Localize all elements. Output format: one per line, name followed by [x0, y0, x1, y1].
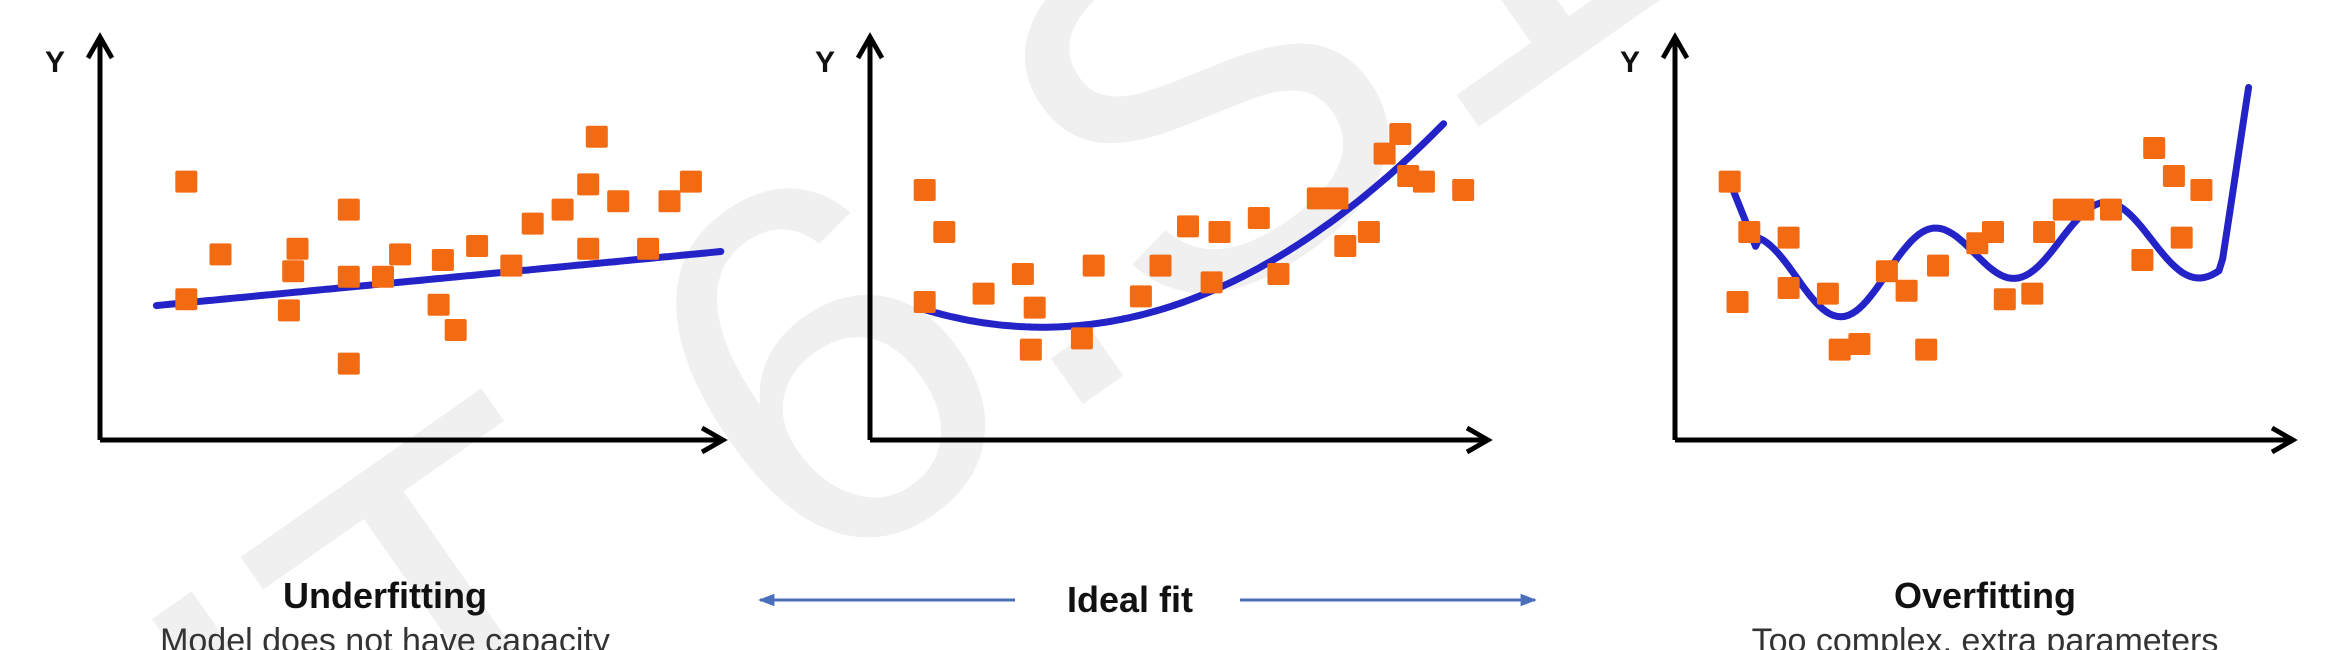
data-point	[1875, 260, 1898, 283]
data-point	[1982, 221, 2004, 243]
data-point	[427, 293, 450, 316]
data-point	[372, 265, 394, 288]
data-point	[2131, 249, 2154, 271]
data-point	[1200, 271, 1223, 294]
data-point	[277, 299, 300, 322]
data-point	[1357, 221, 1380, 243]
data-point	[1334, 235, 1357, 257]
data-point	[913, 179, 936, 201]
data-point	[658, 190, 681, 213]
data-point	[389, 243, 412, 266]
data-point	[972, 282, 995, 305]
data-point	[1718, 170, 1741, 193]
data-point	[282, 260, 305, 283]
data-point	[1373, 142, 1396, 165]
caption-overfitting: Overfitting Too complex, extra parameter…	[1752, 575, 2219, 650]
data-point	[2100, 198, 2122, 221]
data-point	[1070, 327, 1093, 350]
underfitting-title: Underfitting	[283, 575, 487, 616]
data-point	[1177, 215, 1199, 238]
data-point	[1389, 123, 1412, 145]
data-point	[1895, 279, 1918, 302]
data-point	[286, 237, 309, 260]
watermark-text: MIT 6.S191	[0, 0, 2221, 650]
overfitting-subtitle: Too complex, extra parameters	[1752, 622, 2219, 650]
data-point	[1247, 207, 1270, 229]
panel-underfitting: Y	[45, 32, 728, 455]
data-point	[2072, 198, 2095, 221]
fit-curve	[921, 120, 1448, 331]
data-point	[2190, 179, 2213, 201]
data-point	[1412, 170, 1435, 193]
caption-underfitting: Underfitting Model does not have capacit…	[160, 575, 610, 650]
data-point	[1082, 254, 1105, 277]
data-point	[1927, 254, 1949, 277]
data-point	[1738, 221, 1761, 243]
data-point	[2162, 165, 2185, 187]
y-axis-label: Y	[45, 46, 65, 79]
data-point	[679, 170, 702, 193]
data-point	[1208, 221, 1231, 243]
data-point	[175, 170, 198, 193]
data-point	[337, 198, 360, 221]
data-point	[913, 291, 936, 313]
data-point	[1267, 263, 1290, 285]
data-point	[607, 190, 630, 213]
data-point	[1019, 338, 1042, 361]
data-point	[2143, 137, 2166, 159]
ideal-fit-title: Ideal fit	[1067, 579, 1193, 620]
fit-curve	[1726, 84, 2253, 321]
data-point	[1306, 187, 1329, 210]
data-point	[1129, 285, 1152, 308]
data-point	[933, 221, 956, 243]
data-point	[2021, 282, 2044, 305]
data-point	[1848, 333, 1871, 355]
data-point	[1993, 288, 2016, 311]
underfitting-subtitle: Model does not have capacity	[160, 622, 610, 650]
data-point	[2170, 226, 2193, 249]
data-point	[521, 212, 544, 235]
caption-ideal-fit: Ideal fit	[758, 579, 1537, 620]
data-point	[209, 243, 232, 266]
data-point	[337, 352, 360, 375]
y-axis-label: Y	[815, 46, 835, 79]
data-point	[2052, 198, 2075, 221]
data-point	[1023, 296, 1046, 319]
data-point	[466, 235, 489, 257]
data-point	[444, 319, 467, 341]
data-point	[1452, 179, 1475, 201]
panel-overfitting: Y	[1620, 32, 2298, 455]
data-point	[1777, 226, 1800, 249]
data-point	[175, 288, 198, 311]
data-point	[1828, 338, 1851, 361]
y-axis-label: Y	[1620, 46, 1640, 79]
data-point	[500, 254, 523, 277]
data-point	[577, 237, 600, 260]
data-point	[1915, 338, 1938, 361]
overfitting-title: Overfitting	[1894, 575, 2076, 616]
fit-curve	[152, 248, 725, 310]
data-point	[637, 237, 660, 260]
data-point	[431, 249, 454, 271]
data-point	[551, 198, 574, 221]
panel-ideal-fit: Y	[815, 32, 1493, 455]
data-point	[337, 265, 360, 288]
data-point	[1726, 291, 1749, 313]
data-point	[1326, 187, 1349, 210]
data-point	[1011, 263, 1034, 285]
data-point	[577, 173, 600, 196]
data-point	[1777, 277, 1800, 299]
data-point	[585, 125, 608, 148]
data-point	[1816, 282, 1839, 305]
data-point	[2033, 221, 2056, 243]
data-point	[1149, 254, 1172, 277]
